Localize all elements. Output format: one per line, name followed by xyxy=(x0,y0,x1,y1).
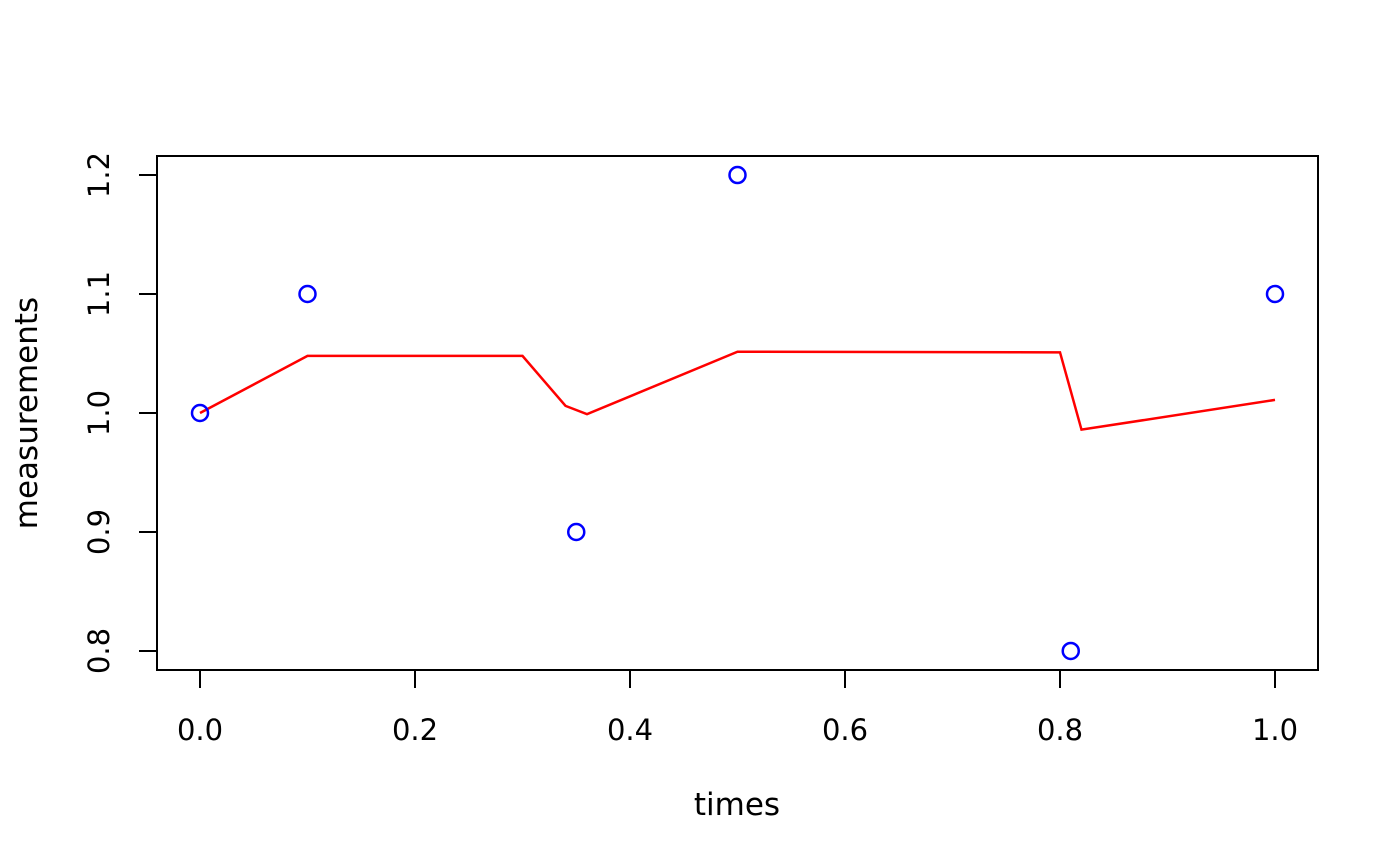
y-tick-label: 0.8 xyxy=(82,628,116,674)
scatter-series-group xyxy=(190,165,1285,661)
x-axis-title: times xyxy=(694,787,780,823)
y-tick-label: 0.9 xyxy=(82,509,116,555)
x-axis-ticks xyxy=(199,670,1276,688)
x-tick-label: 0.0 xyxy=(177,713,223,747)
x-tick-label: 0.4 xyxy=(607,713,653,747)
x-tick-label: 0.2 xyxy=(392,713,438,747)
data-point xyxy=(1265,284,1285,304)
y-tick-label: 1.1 xyxy=(82,271,116,317)
y-tick-label: 1.2 xyxy=(82,152,116,198)
x-axis-tick-labels: 0.0 0.2 0.4 0.6 0.8 1.0 xyxy=(177,713,1298,747)
plot-box-frame xyxy=(156,155,1319,671)
line-series-group xyxy=(199,350,1276,432)
x-tick-label: 0.8 xyxy=(1037,713,1083,747)
data-point xyxy=(190,403,210,423)
y-tick-label: 1.0 xyxy=(82,390,116,436)
data-point xyxy=(298,284,317,304)
data-point xyxy=(567,522,586,542)
x-tick-label: 0.6 xyxy=(822,713,868,747)
data-point xyxy=(728,165,747,185)
y-axis-title: measurements xyxy=(9,297,45,529)
y-axis-tick-labels: 0.8 0.9 1.0 1.1 1.2 xyxy=(82,152,116,674)
x-tick-label: 1.0 xyxy=(1252,713,1298,747)
smoother-line xyxy=(199,350,1276,432)
data-point xyxy=(1061,641,1080,661)
y-axis-ticks xyxy=(139,174,157,652)
